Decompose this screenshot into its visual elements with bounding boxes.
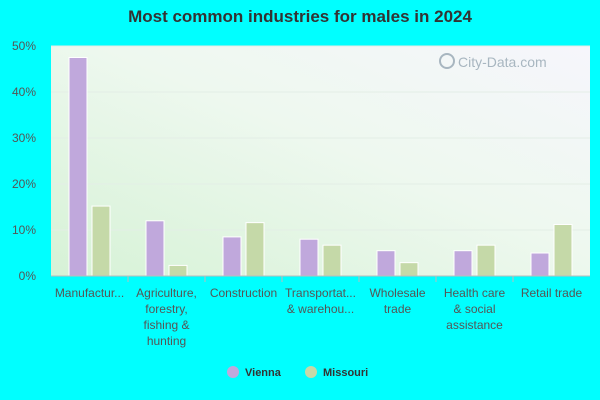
legend-label-vienna: Vienna [245, 367, 282, 379]
x-tick-label: Health care & social assistance [444, 286, 506, 332]
bar-vienna[interactable] [453, 250, 473, 277]
bar-vienna[interactable] [299, 238, 319, 277]
y-tick-label: 50% [12, 39, 36, 53]
x-tick-label: Construction [210, 286, 277, 300]
plot-area [51, 46, 590, 276]
y-tick-label: 40% [12, 85, 36, 99]
bar-missouri[interactable] [322, 244, 342, 277]
x-tick-label: Wholesale trade [369, 286, 425, 316]
magnifier-icon [439, 53, 455, 69]
bar-vienna[interactable] [68, 57, 88, 277]
chart-title: Most common industries for males in 2024 [128, 7, 472, 26]
y-tick-label: 0% [19, 269, 37, 283]
bar-missouri[interactable] [91, 205, 111, 277]
bar-vienna[interactable] [222, 236, 242, 277]
x-tick-label: Agriculture, forestry, fishing & hunting [136, 286, 197, 348]
bar-vienna[interactable] [376, 250, 396, 277]
y-tick-label: 10% [12, 223, 36, 237]
y-tick-label: 30% [12, 131, 36, 145]
y-tick-label: 20% [12, 177, 36, 191]
legend-swatch-missouri [305, 366, 317, 378]
watermark-text: City-Data.com [458, 54, 547, 70]
bar-missouri[interactable] [399, 262, 419, 277]
bar-missouri[interactable] [553, 223, 573, 277]
bar-missouri[interactable] [245, 222, 265, 277]
bar-missouri[interactable] [168, 264, 188, 277]
legend-label-missouri: Missouri [323, 367, 368, 379]
legend-swatch-vienna [227, 366, 239, 378]
watermark: City-Data.com [439, 53, 547, 70]
x-tick-label: Retail trade [521, 286, 583, 300]
bar-vienna[interactable] [530, 252, 550, 277]
bar-missouri[interactable] [476, 244, 496, 277]
x-tick-label: Manufactur... [55, 286, 124, 300]
x-tick-label: Transportat... & warehou... [285, 286, 356, 316]
bar-vienna[interactable] [145, 220, 165, 277]
